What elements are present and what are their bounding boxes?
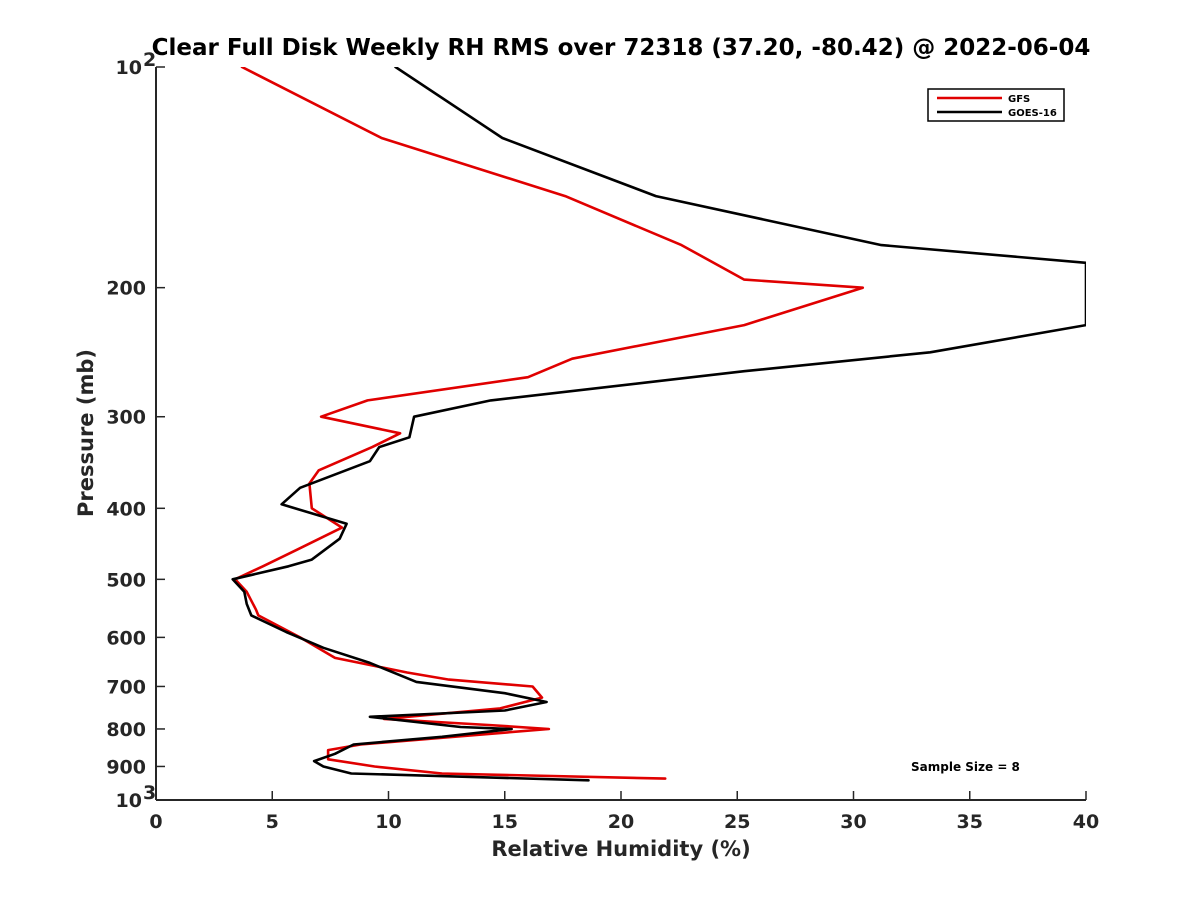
series-line-gfs bbox=[233, 67, 865, 780]
y-tick-label: 200 bbox=[106, 278, 146, 300]
x-tick-label: 30 bbox=[840, 811, 866, 833]
y-axis-label: Pressure (mb) bbox=[74, 349, 98, 517]
x-tick-label: 40 bbox=[1073, 811, 1099, 833]
series-line-goes16 bbox=[231, 67, 1086, 782]
y-tick-label-exponent: 3 bbox=[143, 782, 156, 804]
sample-size-annotation: Sample Size = 8 bbox=[911, 760, 1020, 774]
x-tick-label: 0 bbox=[149, 811, 162, 833]
x-tick-label: 20 bbox=[608, 811, 634, 833]
y-tick-label: 300 bbox=[106, 407, 146, 429]
y-tick-label: 400 bbox=[106, 498, 146, 520]
y-tick-label: 10 bbox=[116, 57, 142, 79]
x-tick-label: 5 bbox=[266, 811, 279, 833]
series-layer bbox=[231, 67, 1086, 782]
legend: GFS GOES-16 bbox=[927, 88, 1065, 122]
y-tick-label: 10 bbox=[116, 790, 142, 812]
y-tick-label: 600 bbox=[106, 627, 146, 649]
y-tick-label: 500 bbox=[106, 569, 146, 591]
x-axis-label: Relative Humidity (%) bbox=[491, 837, 750, 861]
chart-title: Clear Full Disk Weekly RH RMS over 72318… bbox=[152, 35, 1091, 61]
legend-label-goes16: GOES-16 bbox=[1008, 108, 1057, 119]
y-tick-label: 800 bbox=[106, 719, 146, 741]
y-tick-label-exponent: 2 bbox=[143, 49, 156, 71]
legend-box bbox=[927, 88, 1065, 122]
y-tick-label: 700 bbox=[106, 676, 146, 698]
x-tick-label: 10 bbox=[375, 811, 401, 833]
y-tick-label: 900 bbox=[106, 756, 146, 778]
x-tick-label: 15 bbox=[492, 811, 518, 833]
plot-area bbox=[156, 67, 1086, 800]
x-tick-label: 25 bbox=[724, 811, 750, 833]
x-tick-label: 35 bbox=[957, 811, 983, 833]
legend-label-gfs: GFS bbox=[1008, 94, 1030, 105]
